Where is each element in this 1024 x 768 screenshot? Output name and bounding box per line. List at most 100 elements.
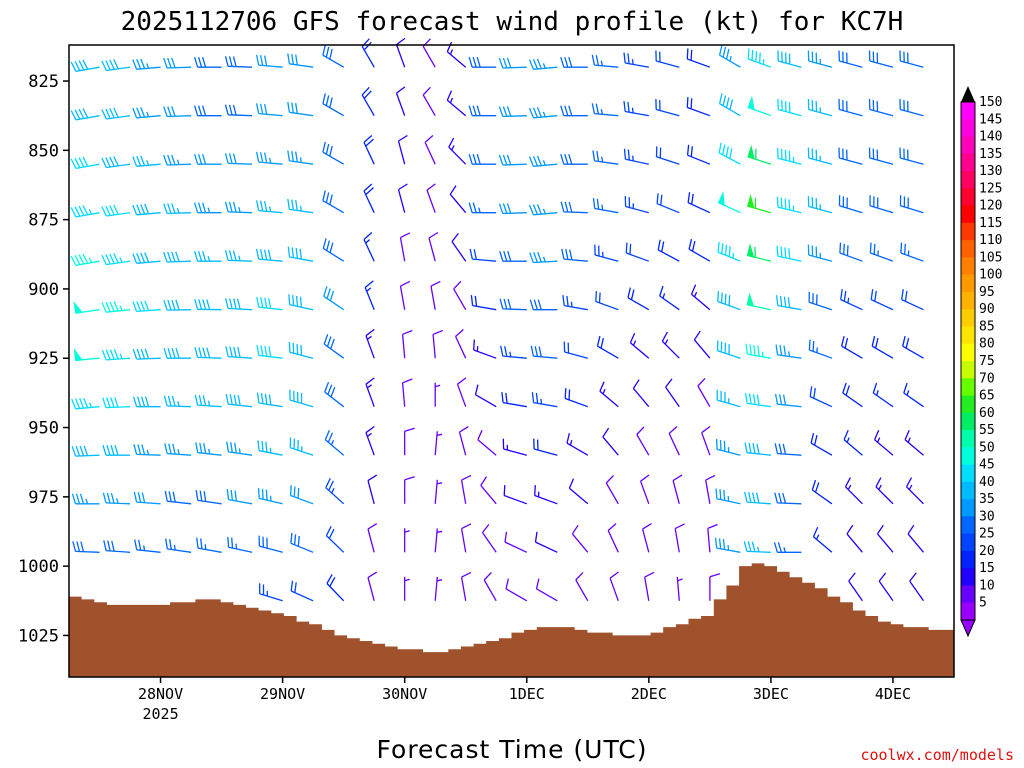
wind-barb (777, 98, 802, 117)
barb-full (504, 531, 508, 543)
barb-full (74, 255, 81, 265)
colorbar-swatch (961, 412, 975, 431)
barb-full (268, 298, 272, 309)
barb-full (82, 108, 89, 119)
wind-barb (568, 478, 589, 505)
barb-full (398, 134, 408, 142)
barb-full (226, 441, 229, 452)
colorbar-swatch (961, 430, 975, 448)
barb-full (632, 379, 640, 389)
wind-barb (446, 90, 467, 117)
barb-staff (458, 431, 467, 456)
plot-frame (68, 44, 955, 678)
barb-staff (746, 501, 771, 505)
wind-barb (255, 54, 283, 68)
barb-full (595, 103, 600, 115)
barb-half (727, 544, 730, 551)
barb-staff (875, 486, 894, 505)
y-tick-label: 950 (28, 419, 59, 439)
wind-barb (717, 191, 741, 214)
barb-full (873, 243, 876, 255)
barb-full (197, 57, 203, 68)
barb-full (457, 377, 467, 385)
wind-barb (625, 242, 650, 262)
barb-full (144, 252, 150, 263)
barb-full (113, 301, 119, 312)
barb-full (365, 328, 375, 337)
barb-staff (632, 387, 650, 408)
barb-half (88, 209, 93, 215)
wind-barb (434, 528, 443, 553)
barb-full (263, 55, 268, 66)
barb-full (193, 202, 199, 213)
barb-full (79, 493, 85, 504)
barb-full (813, 434, 818, 446)
wind-barb (163, 106, 192, 118)
barb-full (140, 348, 146, 360)
barb-full (780, 246, 783, 258)
barb-full (109, 349, 115, 360)
wind-barb (599, 381, 619, 408)
barb-staff (451, 241, 467, 262)
wind-barb (674, 523, 685, 553)
barb-half (177, 401, 180, 407)
barb-full (751, 49, 754, 61)
colorbar-swatch (961, 102, 975, 120)
wind-barb (878, 572, 894, 602)
wind-barb (531, 392, 558, 408)
wind-barb (257, 440, 283, 456)
barb-full (532, 58, 539, 70)
credit-link[interactable]: coolwx.com/models (860, 746, 1014, 764)
barb-staff (900, 108, 924, 117)
barb-full (201, 202, 207, 213)
barb-staff (228, 498, 253, 505)
barb-full (905, 337, 910, 349)
barb-full (874, 337, 879, 349)
wind-barb (686, 48, 711, 68)
barb-half (269, 447, 272, 454)
barb-full (198, 347, 203, 358)
wind-barb (363, 232, 375, 262)
wind-barb (717, 241, 741, 262)
barb-full (165, 538, 168, 549)
barb-full (364, 280, 374, 289)
barb-full (71, 445, 77, 457)
barb-full (422, 86, 431, 96)
barb-full (783, 296, 787, 307)
barb-full (197, 251, 203, 262)
barb-half (146, 449, 150, 455)
barb-full (110, 492, 115, 504)
barb-full (268, 346, 272, 357)
barb-full (237, 395, 241, 406)
barb-staff (455, 336, 467, 359)
barb-full (224, 250, 229, 261)
barb-full (501, 392, 504, 403)
barb-full (844, 477, 851, 488)
wind-barb (259, 583, 283, 602)
y-tick-label: 875 (28, 211, 59, 231)
wind-barb (224, 153, 253, 165)
barb-full (843, 429, 849, 441)
barb-full (725, 97, 730, 108)
barb-full (234, 490, 237, 502)
barb-full (564, 57, 569, 68)
barb-half (783, 547, 787, 553)
barb-full (168, 443, 172, 455)
barb-staff (877, 533, 894, 553)
barb-full (172, 491, 176, 503)
wind-barb (718, 142, 741, 165)
barb-full (259, 249, 264, 260)
wind-barb (290, 532, 314, 553)
barb-full (701, 425, 711, 434)
barb-full (136, 396, 142, 407)
wind-barb (163, 299, 192, 311)
wind-barb (632, 379, 650, 408)
barb-full (644, 571, 655, 578)
barb-full (114, 397, 119, 408)
barb-staff (401, 334, 406, 359)
barb-full (287, 53, 291, 64)
barb-full (260, 345, 264, 356)
wind-barb (101, 301, 131, 313)
wind-barb (225, 298, 253, 311)
barb-full (113, 107, 119, 118)
